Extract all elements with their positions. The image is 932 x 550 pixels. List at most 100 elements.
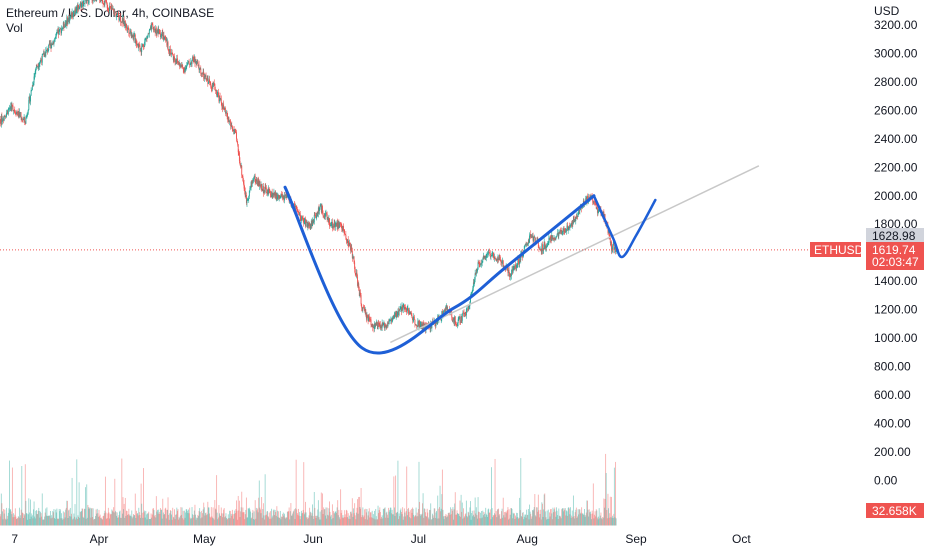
- volume-bar: [49, 516, 51, 526]
- candle-body: [229, 121, 231, 123]
- volume-bar: [286, 511, 288, 526]
- volume-bar: [123, 509, 125, 526]
- volume-bar: [121, 513, 123, 526]
- candle-body: [568, 226, 570, 228]
- volume-bar: [408, 511, 410, 526]
- volume-bar: [64, 517, 66, 526]
- candle-body: [507, 269, 509, 273]
- candle-body: [528, 240, 530, 243]
- volume-bar: [122, 497, 124, 526]
- volume-bar: [48, 515, 50, 526]
- candle-body: [154, 29, 156, 33]
- candle-body: [204, 76, 206, 77]
- volume-bar: [455, 514, 457, 526]
- volume-bar: [436, 510, 437, 526]
- candle-body: [87, 0, 89, 4]
- candle-body: [5, 116, 7, 117]
- candle-body: [582, 200, 584, 204]
- volume-label[interactable]: Vol: [6, 21, 23, 35]
- candle-body: [613, 244, 615, 250]
- volume-bar: [291, 515, 293, 526]
- candle-body: [7, 110, 9, 115]
- candle-body: [201, 73, 203, 75]
- volume-bar: [521, 517, 523, 526]
- volume-bar: [131, 510, 133, 526]
- volume-bar: [318, 517, 320, 526]
- candle-body: [200, 73, 202, 75]
- volume-bar: [588, 516, 590, 526]
- candle-body: [114, 11, 116, 13]
- candle-body: [231, 125, 233, 127]
- volume-bar: [385, 517, 387, 526]
- volume-bar: [412, 508, 414, 526]
- volume-bar: [567, 515, 569, 526]
- volume-bar: [327, 514, 329, 526]
- candle-body: [341, 224, 343, 230]
- candle-body: [9, 108, 11, 109]
- volume-bar: [7, 512, 9, 526]
- candle-body: [483, 256, 485, 259]
- volume-bar: [216, 512, 218, 526]
- candle-body: [296, 208, 298, 210]
- candle-body: [399, 309, 401, 311]
- volume-bar: [559, 515, 561, 526]
- y-tick-label: 1400.00: [874, 274, 918, 288]
- volume-bar: [573, 516, 575, 526]
- volume-bar: [579, 509, 581, 526]
- volume-bar: [252, 519, 254, 526]
- volume-bar: [554, 511, 556, 526]
- candle-body: [464, 312, 466, 314]
- candle-body: [570, 225, 571, 227]
- volume-bar: [223, 509, 225, 526]
- candle-body: [551, 235, 553, 240]
- candle-body: [344, 234, 346, 235]
- volume-bar: [494, 513, 495, 526]
- candle-body: [32, 85, 34, 87]
- candle-body: [128, 33, 130, 34]
- candle-body: [386, 325, 388, 328]
- volume-bar: [306, 517, 308, 526]
- candle-body: [494, 256, 496, 259]
- volume-bar: [430, 503, 432, 526]
- volume-bar: [309, 507, 311, 526]
- volume-bar: [40, 511, 41, 526]
- volume-bar: [103, 515, 105, 526]
- candle-body: [575, 217, 577, 221]
- candle-body: [116, 15, 117, 17]
- candle-body: [259, 181, 261, 187]
- volume-bar: [219, 515, 221, 526]
- volume-bar: [71, 477, 73, 526]
- candle-body: [550, 238, 552, 241]
- candle-body: [367, 317, 369, 322]
- volume-bar: [115, 511, 117, 526]
- volume-bar: [548, 518, 550, 526]
- volume-bar: [516, 513, 518, 526]
- candle-body: [361, 307, 363, 309]
- candle-body: [411, 315, 413, 318]
- volume-bar: [176, 510, 178, 526]
- candle-body: [468, 305, 470, 308]
- candle-body: [315, 216, 317, 219]
- volume-bar: [11, 467, 13, 526]
- chart-title[interactable]: Ethereum / U.S. Dollar, 4h, COINBASE: [6, 6, 215, 20]
- volume-bar: [143, 468, 144, 526]
- volume-bar: [451, 510, 453, 526]
- candle-body: [403, 304, 405, 308]
- candle-body: [388, 320, 390, 324]
- volume-bar: [348, 518, 350, 526]
- candle-body: [301, 216, 303, 219]
- candle-body: [18, 112, 20, 117]
- candle-body: [185, 65, 187, 69]
- candle-body: [128, 29, 130, 34]
- candle-body: [455, 324, 457, 326]
- candle-body: [520, 254, 522, 261]
- candle-body: [526, 243, 528, 245]
- candle-body: [384, 325, 386, 329]
- volume-bar: [323, 509, 325, 526]
- volume-bar: [313, 518, 315, 526]
- candle-body: [191, 59, 193, 65]
- candle-body: [21, 119, 23, 121]
- volume-bar: [312, 504, 313, 526]
- candle-body: [240, 164, 242, 167]
